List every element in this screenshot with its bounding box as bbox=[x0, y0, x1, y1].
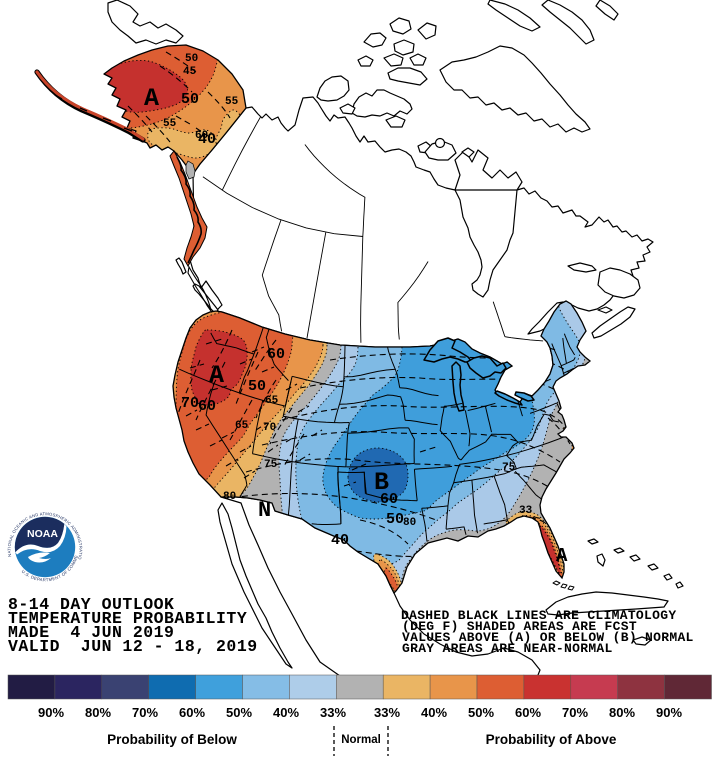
svg-text:Probability of Below: Probability of Below bbox=[107, 732, 237, 747]
svg-text:A: A bbox=[144, 84, 159, 113]
svg-text:DASHED BLACK LINES ARE CLIMATO: DASHED BLACK LINES ARE CLIMATOLOGY bbox=[401, 608, 676, 623]
svg-text:40: 40 bbox=[331, 532, 349, 549]
svg-text:70%: 70% bbox=[562, 705, 588, 720]
svg-text:80: 80 bbox=[403, 517, 416, 529]
svg-text:A: A bbox=[209, 361, 224, 390]
svg-text:40: 40 bbox=[198, 131, 216, 148]
svg-text:33%: 33% bbox=[374, 705, 400, 720]
svg-text:33: 33 bbox=[519, 505, 533, 517]
svg-text:70%: 70% bbox=[132, 705, 158, 720]
svg-text:55: 55 bbox=[163, 118, 177, 130]
svg-text:60: 60 bbox=[267, 346, 285, 363]
svg-text:60: 60 bbox=[380, 491, 398, 508]
svg-text:50: 50 bbox=[248, 378, 266, 395]
svg-text:N: N bbox=[258, 498, 271, 523]
svg-text:33%: 33% bbox=[320, 705, 346, 720]
svg-text:60: 60 bbox=[195, 130, 208, 142]
svg-text:60: 60 bbox=[198, 398, 216, 415]
svg-text:50: 50 bbox=[386, 511, 404, 528]
svg-text:60%: 60% bbox=[515, 705, 541, 720]
svg-text:GRAY AREAS ARE NEAR-NORMAL: GRAY AREAS ARE NEAR-NORMAL bbox=[402, 641, 613, 656]
svg-text:75: 75 bbox=[502, 462, 516, 474]
svg-text:NOAA: NOAA bbox=[27, 528, 58, 540]
svg-text:50: 50 bbox=[185, 53, 198, 65]
svg-text:50%: 50% bbox=[226, 705, 252, 720]
svg-text:B: B bbox=[374, 468, 389, 497]
svg-text:80: 80 bbox=[223, 491, 236, 503]
svg-text:70: 70 bbox=[263, 422, 276, 434]
svg-text:(DEG F) SHADED AREAS ARE FCST: (DEG F) SHADED AREAS ARE FCST bbox=[402, 619, 637, 634]
svg-text:VALUES ABOVE (A) OR BELOW (B): VALUES ABOVE (A) OR BELOW (B) NORMAL bbox=[402, 630, 694, 645]
svg-text:VALID JUN 12 - 18, 2019: VALID JUN 12 - 18, 2019 bbox=[8, 637, 258, 656]
svg-text:TEMPERATURE PROBABILITY: TEMPERATURE PROBABILITY bbox=[8, 609, 247, 628]
svg-text:MADE 4 JUN 2019: MADE 4 JUN 2019 bbox=[8, 623, 174, 642]
svg-text:50%: 50% bbox=[468, 705, 494, 720]
svg-text:90%: 90% bbox=[38, 705, 64, 720]
svg-text:65: 65 bbox=[235, 420, 249, 432]
svg-text:55: 55 bbox=[225, 96, 239, 108]
svg-text:65: 65 bbox=[265, 395, 279, 407]
svg-text:60%: 60% bbox=[179, 705, 205, 720]
svg-text:40%: 40% bbox=[421, 705, 447, 720]
svg-text:A: A bbox=[556, 545, 568, 567]
svg-text:40%: 40% bbox=[273, 705, 299, 720]
svg-text:50: 50 bbox=[181, 91, 199, 108]
svg-text:80%: 80% bbox=[85, 705, 111, 720]
svg-text:45: 45 bbox=[183, 66, 197, 78]
svg-text:90%: 90% bbox=[656, 705, 682, 720]
svg-text:Normal: Normal bbox=[341, 734, 381, 746]
svg-text:8-14 DAY OUTLOOK: 8-14 DAY OUTLOOK bbox=[8, 595, 174, 614]
svg-text:70: 70 bbox=[181, 395, 199, 412]
svg-text:75: 75 bbox=[264, 459, 278, 471]
svg-text:Probability of Above: Probability of Above bbox=[486, 732, 617, 747]
svg-text:80%: 80% bbox=[609, 705, 635, 720]
